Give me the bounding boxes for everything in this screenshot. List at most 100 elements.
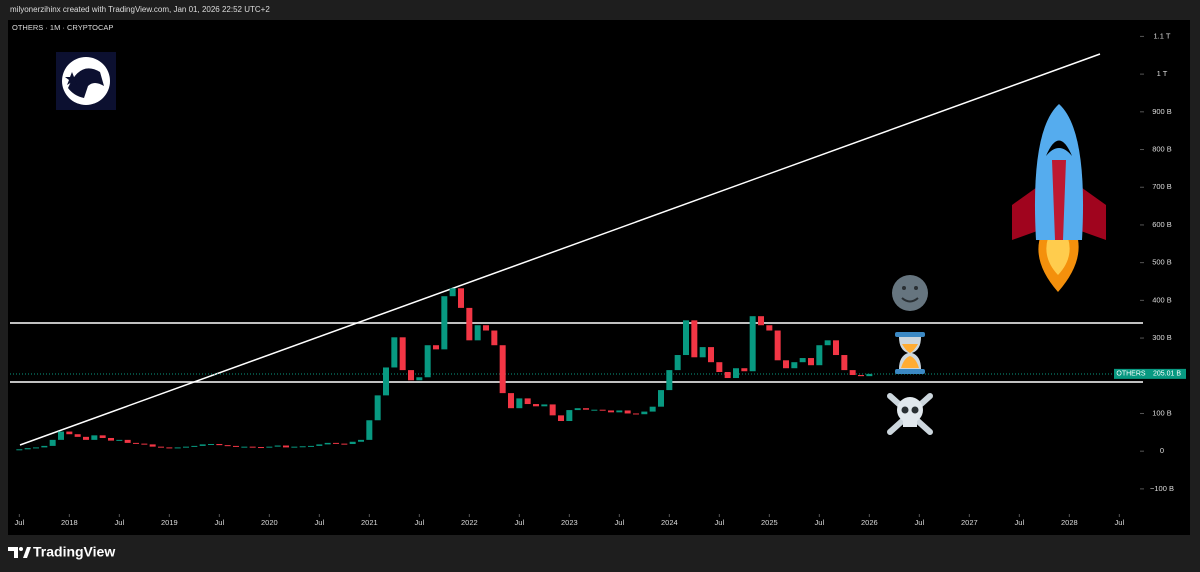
candle [758,316,764,326]
candle [708,347,714,363]
candle [641,411,648,415]
candle [66,431,73,435]
y-tick-label: 700 B [1152,182,1172,191]
candle [116,439,123,441]
candle [683,320,689,356]
candle [283,445,289,448]
candle [583,408,589,410]
candle [824,340,831,346]
candle [416,377,423,381]
candle [341,443,348,445]
face-icon [892,275,928,311]
candle [316,444,323,446]
x-tick-label: 2022 [461,518,478,527]
candle [366,420,373,440]
candle [199,444,206,446]
candle [524,398,531,405]
x-tick-label: 2028 [1061,518,1078,527]
footer-text: TradingView [33,544,115,560]
candle [424,345,431,378]
candle [716,362,723,372]
candle [633,413,639,415]
candle [858,375,864,377]
candle [49,439,56,446]
hourglass-icon [895,332,925,374]
candle [791,362,798,369]
y-tick-label: 300 B [1152,333,1172,342]
candle [108,437,114,441]
candle [274,445,281,447]
candle [699,347,706,358]
candle [233,445,239,447]
candle [266,446,273,448]
candle [208,444,214,446]
candle [474,325,481,341]
candle [349,441,356,445]
candle [833,340,839,356]
candle [241,446,248,448]
candle [741,368,748,372]
candle [808,358,814,366]
x-tick-label: 2018 [61,518,78,527]
y-tick-label: 400 B [1152,295,1172,304]
tradingview-logo [8,547,31,558]
y-tick-label: 600 B [1152,220,1172,229]
header-text: milyonerzihinx created with TradingView.… [10,5,270,14]
candle [258,447,264,449]
y-tick-label: 800 B [1152,145,1172,154]
trend-line [19,53,1101,446]
candle [649,406,656,412]
x-tick-label: Jul [515,518,525,527]
price-tag-bg [1148,368,1186,379]
x-tick-label: Jul [115,518,125,527]
candle [183,446,189,448]
candle [849,370,856,376]
candle [74,434,81,437]
header-bar [0,0,1200,20]
x-tick-label: 2024 [661,518,678,527]
candle [558,415,564,422]
price-tag-name-bg [1114,368,1148,379]
candle [666,370,673,391]
candle [458,288,464,308]
candle [724,371,731,379]
x-tick-label: Jul [1015,518,1025,527]
candle [516,398,523,409]
x-tick-label: Jul [1115,518,1125,527]
candle [483,325,489,331]
candle [83,436,89,440]
skull-icon [887,393,933,435]
candle [841,355,848,371]
candle [533,404,539,407]
x-tick-label: 2027 [961,518,978,527]
candle [399,337,406,371]
x-tick-label: 2020 [261,518,278,527]
x-tick-label: 2019 [161,518,178,527]
candle [599,409,606,411]
candle [749,316,756,372]
x-tick-label: Jul [415,518,425,527]
candle [124,439,131,443]
candle [391,337,398,368]
candle [566,410,573,422]
y-tick-label: 500 B [1152,258,1172,267]
candle [408,370,414,381]
candle [191,445,198,447]
x-tick-label: Jul [315,518,325,527]
candle [466,307,473,341]
x-tick-label: Jul [915,518,925,527]
price-tag-name: OTHERS [1116,371,1146,378]
candle [383,367,389,396]
candle [491,330,498,346]
candle [149,444,156,447]
x-tick-label: Jul [215,518,225,527]
y-tick-label: 1 T [1157,69,1168,78]
y-tick-label: 100 B [1152,408,1172,417]
candle [24,448,31,450]
candle [166,447,173,449]
candle [91,435,98,440]
rocket-icon [1012,104,1106,292]
candle [674,355,681,371]
x-tick-label: Jul [715,518,725,527]
